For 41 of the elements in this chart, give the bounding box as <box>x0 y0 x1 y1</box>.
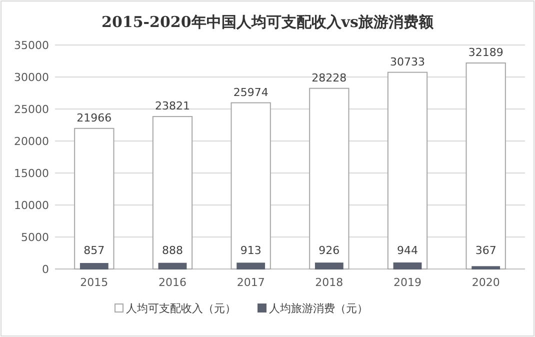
bar <box>393 262 422 270</box>
y-tick-label: 10000 <box>14 199 49 212</box>
bar <box>236 262 266 270</box>
x-tick-label: 2016 <box>158 276 186 289</box>
data-label: 25974 <box>233 86 268 99</box>
x-tick-label: 2018 <box>315 276 344 289</box>
y-tick-label: 30000 <box>14 71 49 84</box>
data-label: 30733 <box>390 55 425 68</box>
y-tick-label: 15000 <box>14 167 49 180</box>
data-label: 888 <box>162 244 183 257</box>
data-label: 926 <box>318 244 340 257</box>
chart-title: 2015-2020年中国人均可支配收入vs旅游消费额 <box>102 13 434 31</box>
data-label: 367 <box>475 244 496 257</box>
bar <box>309 88 350 270</box>
data-label: 857 <box>84 244 105 257</box>
data-label: 944 <box>397 244 418 257</box>
data-label: 32189 <box>468 46 504 59</box>
y-tick-label: 0 <box>42 263 49 276</box>
data-label: 913 <box>240 244 262 257</box>
x-tick-label: 2020 <box>472 276 500 289</box>
bar <box>230 102 271 270</box>
bar <box>387 72 428 270</box>
x-tick-label: 2019 <box>394 276 422 289</box>
data-label: 23821 <box>155 100 190 113</box>
data-label: 21966 <box>76 111 112 124</box>
bar <box>152 116 193 270</box>
y-tick-label: 25000 <box>14 103 49 116</box>
bar <box>74 128 114 270</box>
legend-label: 人均旅游消费（元） <box>269 302 368 315</box>
y-tick-label: 35000 <box>14 39 49 52</box>
y-tick-label: 20000 <box>14 135 49 148</box>
x-tick-label: 2015 <box>80 276 108 289</box>
y-tick-label: 5000 <box>21 231 49 244</box>
bar <box>472 266 500 270</box>
bar <box>466 62 506 270</box>
data-label: 28228 <box>312 71 347 84</box>
legend-label: 人均可支配收入（元） <box>126 302 236 315</box>
x-tick-label: 2017 <box>236 276 265 289</box>
bar <box>158 262 187 270</box>
bar <box>314 262 344 270</box>
bar <box>80 263 108 270</box>
